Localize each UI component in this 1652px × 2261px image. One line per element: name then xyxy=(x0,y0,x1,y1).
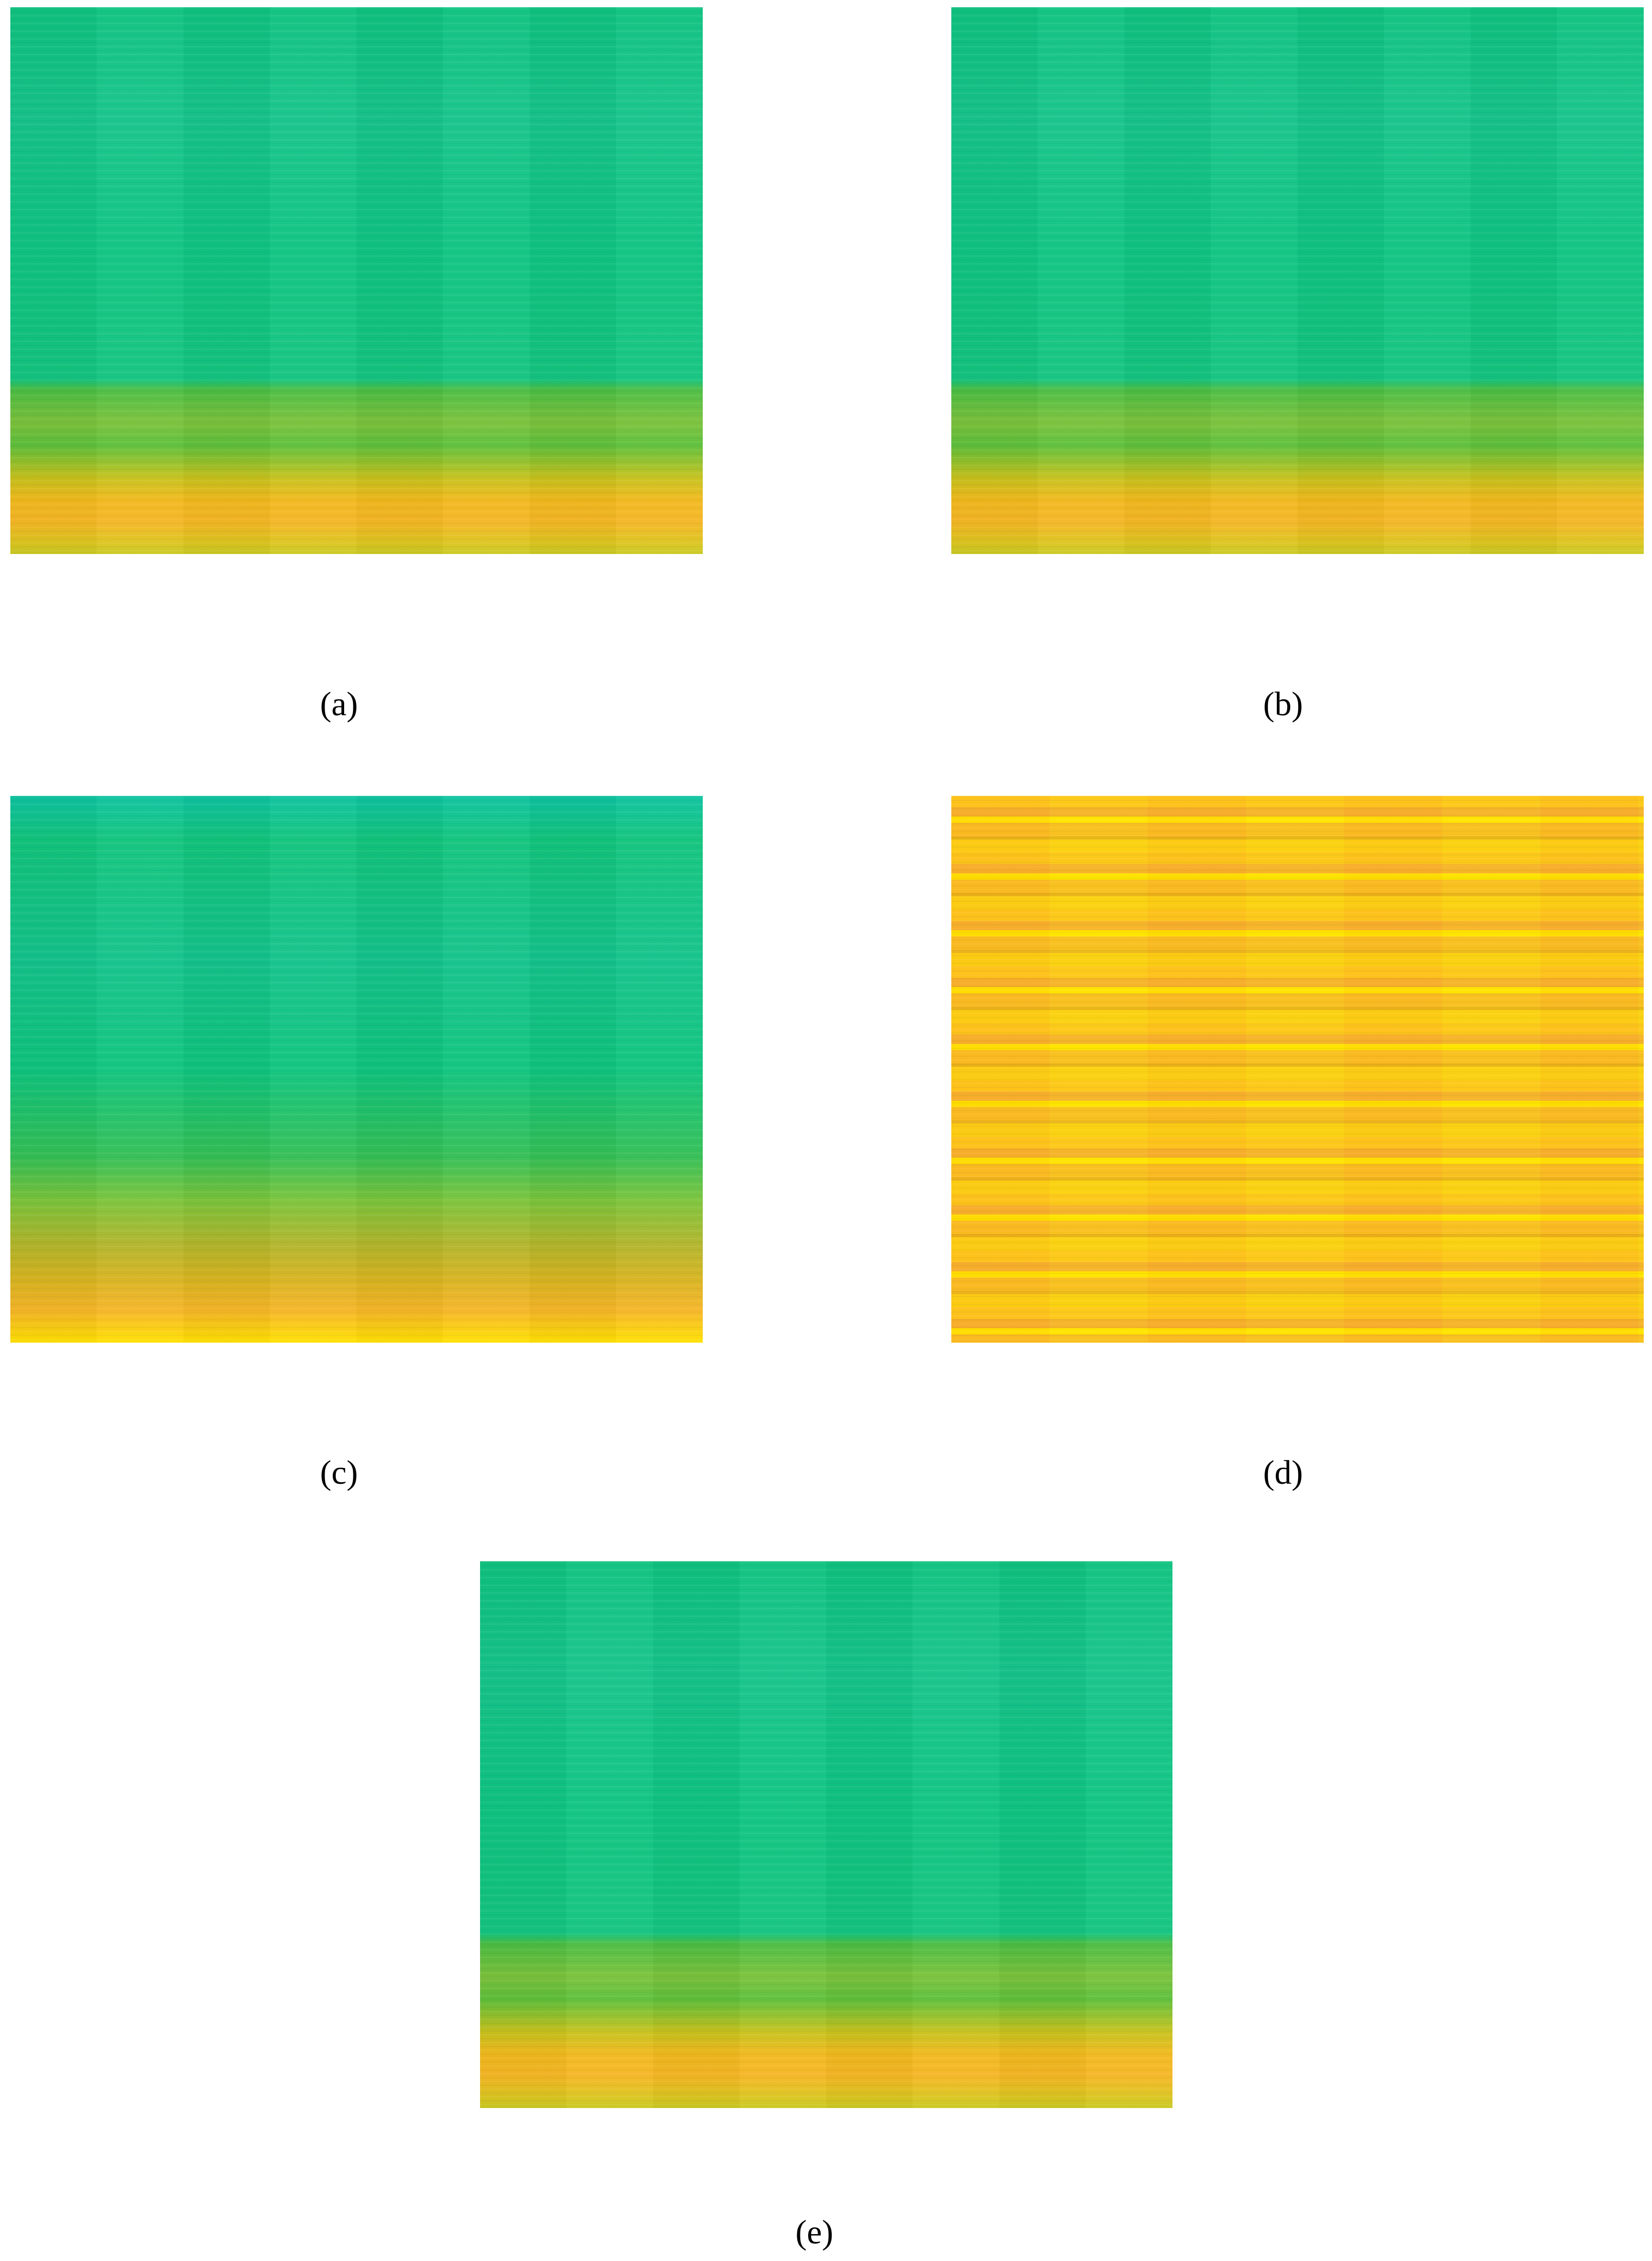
heatmap xyxy=(10,7,703,554)
panel-label: (d) xyxy=(1263,1454,1303,1491)
heatmap xyxy=(480,1561,1172,2108)
panel-label: (b) xyxy=(1263,685,1303,723)
panel-label: (a) xyxy=(320,685,358,723)
panel-label: (e) xyxy=(795,2213,833,2251)
heatmap xyxy=(951,796,1644,1343)
heatmap xyxy=(10,796,703,1343)
panel-label: (c) xyxy=(320,1454,358,1491)
heatmap xyxy=(951,7,1644,554)
